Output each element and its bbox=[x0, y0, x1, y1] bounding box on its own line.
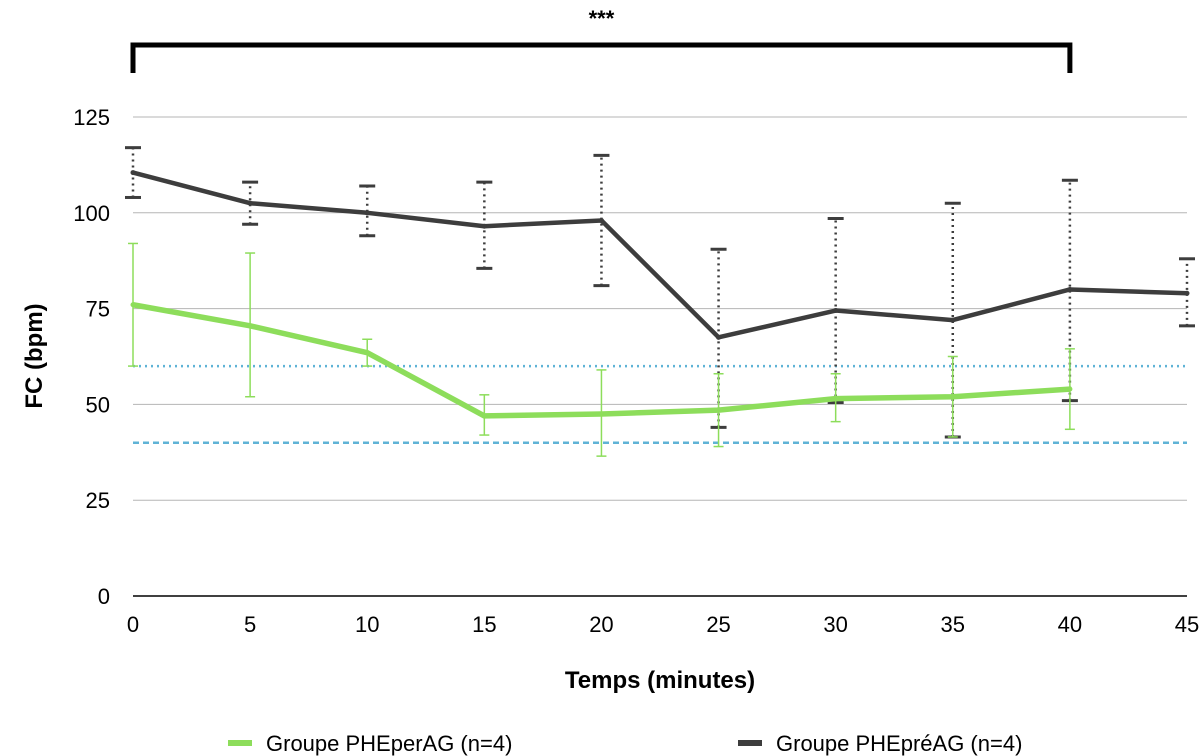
data-point-series-1-5 bbox=[247, 323, 253, 329]
significance-bracket-line bbox=[130, 42, 1073, 73]
data-point-series-1-35 bbox=[950, 394, 956, 400]
data-point-series-2-20 bbox=[598, 217, 604, 223]
data-point-series-1-40 bbox=[1067, 386, 1073, 392]
data-point-series-2-5 bbox=[247, 200, 253, 206]
data-point-series-2-10 bbox=[364, 210, 370, 216]
legend: Groupe PHEperAG (n=4) Groupe PHEpréAG (n… bbox=[228, 731, 1022, 756]
data-point-series-1-20 bbox=[598, 411, 604, 417]
y-tick-label-75: 75 bbox=[86, 297, 110, 322]
x-tick-label-15: 15 bbox=[472, 612, 496, 637]
series-line-2 bbox=[132, 170, 1188, 340]
grid-lines bbox=[133, 116, 1187, 501]
x-tick-label-0: 0 bbox=[127, 612, 139, 637]
legend-label-series-2: Groupe PHEpréAG (n=4) bbox=[776, 731, 1022, 756]
x-tick-label-30: 30 bbox=[823, 612, 847, 637]
x-tick-labels: 0 5 10 15 20 25 30 35 40 45 bbox=[127, 612, 1199, 637]
legend-label-series-1: Groupe PHEperAG (n=4) bbox=[266, 731, 512, 756]
x-tick-label-10: 10 bbox=[355, 612, 379, 637]
x-tick-label-20: 20 bbox=[589, 612, 613, 637]
legend-item-series-2: Groupe PHEpréAG (n=4) bbox=[738, 731, 1022, 756]
x-axis-title: Temps (minutes) bbox=[565, 667, 755, 694]
series-1 bbox=[128, 242, 1075, 457]
significance-bracket: *** bbox=[130, 6, 1073, 73]
data-point-series-2-45 bbox=[1184, 290, 1190, 296]
y-tick-label-25: 25 bbox=[86, 488, 110, 513]
y-tick-label-50: 50 bbox=[86, 392, 110, 417]
reference-lines bbox=[133, 364, 1187, 444]
data-point-series-2-35 bbox=[950, 317, 956, 323]
x-tick-label-25: 25 bbox=[706, 612, 730, 637]
y-tick-labels: 0 25 50 75 100 125 bbox=[73, 105, 110, 609]
data-point-series-2-40 bbox=[1067, 286, 1073, 292]
data-point-series-1-30 bbox=[833, 396, 839, 402]
data-point-series-2-30 bbox=[833, 308, 839, 314]
data-point-series-2-0 bbox=[130, 170, 136, 176]
significance-label: *** bbox=[589, 6, 615, 31]
y-tick-label-100: 100 bbox=[73, 201, 110, 226]
y-axis-title: FC (bpm) bbox=[21, 303, 48, 408]
series-layer bbox=[125, 146, 1195, 457]
data-point-series-2-15 bbox=[481, 223, 487, 229]
x-tick-label-5: 5 bbox=[244, 612, 256, 637]
data-point-series-1-15 bbox=[481, 413, 487, 419]
x-tick-label-45: 45 bbox=[1175, 612, 1199, 637]
data-point-series-1-10 bbox=[364, 350, 370, 356]
legend-item-series-1: Groupe PHEperAG (n=4) bbox=[228, 731, 512, 756]
data-point-series-2-25 bbox=[716, 334, 722, 340]
x-tick-label-40: 40 bbox=[1058, 612, 1082, 637]
y-tick-label-0: 0 bbox=[98, 584, 110, 609]
data-point-series-1-0 bbox=[130, 302, 136, 308]
x-tick-label-35: 35 bbox=[941, 612, 965, 637]
y-tick-label-125: 125 bbox=[73, 105, 110, 130]
data-point-series-1-25 bbox=[716, 407, 722, 413]
